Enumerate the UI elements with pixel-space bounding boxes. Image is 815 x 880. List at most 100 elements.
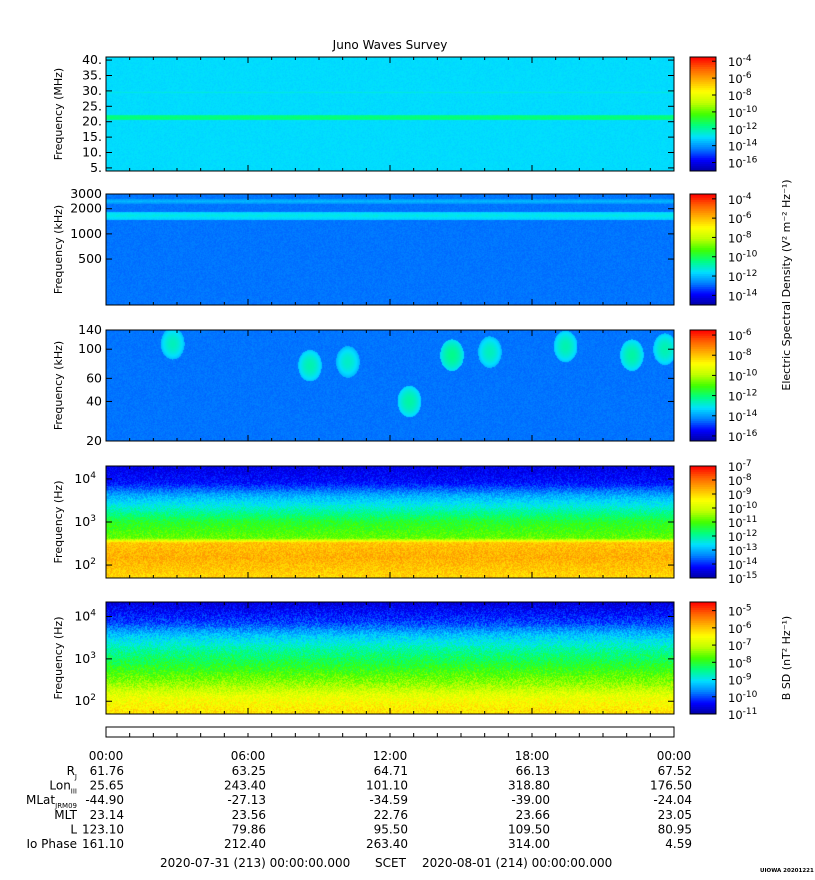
colorbar-cell <box>690 407 716 411</box>
colorbar-cell <box>690 91 716 94</box>
colorbar-cell <box>690 676 716 680</box>
y-tick-label: 103 <box>74 651 96 666</box>
colorbar-cell <box>690 229 716 232</box>
colorbar-cell <box>690 199 716 202</box>
ephemeris-value: 23.14 <box>90 808 124 822</box>
colorbar-cell <box>690 484 716 488</box>
colorbar-cell <box>690 242 716 245</box>
colorbar-cell <box>690 626 716 629</box>
colorbar-cell <box>690 633 716 637</box>
colorbar-cell <box>690 486 716 489</box>
spectrogram-image <box>106 194 674 305</box>
colorbar-cell <box>690 641 716 644</box>
colorbar-cell <box>690 682 716 685</box>
colorbar-cell <box>690 574 716 577</box>
colorbar-cell <box>690 644 716 648</box>
colorbar-cell <box>690 514 716 517</box>
colorbar-tick-label: 10-6 <box>728 621 752 636</box>
colorbar-cell <box>690 161 716 164</box>
colorbar-cell <box>690 271 716 275</box>
spectrogram-image <box>106 330 674 441</box>
colorbar-cell <box>690 538 716 542</box>
colorbar-cell <box>690 339 716 342</box>
colorbar-cell <box>690 431 716 435</box>
colorbar-cell <box>690 223 716 226</box>
colorbar-cell <box>690 497 716 501</box>
colorbar-tick-label: 10-10 <box>728 250 758 265</box>
colorbar-cell <box>690 561 716 564</box>
colorbar-cell <box>690 214 716 217</box>
colorbar-cell <box>690 155 716 159</box>
colorbar-cell <box>690 165 716 168</box>
y-tick-label: 35. <box>82 67 102 82</box>
colorbar-cell <box>690 293 716 297</box>
colorbar-cell <box>690 495 716 499</box>
colorbar-cell <box>690 409 716 412</box>
colorbar-tick-label: 10-10 <box>728 690 758 705</box>
colorbar-cell <box>690 218 716 221</box>
colorbar-cell <box>690 674 716 678</box>
ephemeris-value: -27.13 <box>227 793 266 807</box>
ephemeris-value: 101.10 <box>366 779 408 793</box>
colorbar-cell <box>690 210 716 213</box>
colorbar-cell <box>690 264 716 267</box>
colorbar-cell <box>690 295 716 299</box>
colorbar-cell <box>690 96 716 100</box>
y-tick-label: 60 <box>86 370 102 385</box>
colorbar-cell <box>690 540 716 544</box>
colorbar-cell <box>690 357 716 361</box>
time-label: 18:00 <box>515 749 550 763</box>
colorbar-cell <box>690 208 716 212</box>
footer-start-time: 2020-07-31 (213) 00:00:00.000 <box>160 856 350 870</box>
footer-scet-label: SCET <box>375 856 407 870</box>
colorbar-tick-label: 10-10 <box>728 105 758 120</box>
colorbar-cell <box>690 216 716 219</box>
colorbar-cell <box>690 607 716 610</box>
colorbar-cell <box>690 512 716 516</box>
colorbar-cell <box>690 568 716 572</box>
colorbar-cell <box>690 83 716 86</box>
colorbar-cell <box>690 435 716 438</box>
colorbar-cell <box>690 74 716 77</box>
colorbar-cell <box>690 57 716 60</box>
ephemeris-row-label: MLatJRM09 <box>26 793 77 810</box>
colorbar-cell <box>690 687 716 691</box>
colorbar-cell <box>690 301 716 304</box>
ephemeris-value: 243.40 <box>224 779 266 793</box>
colorbar-cell <box>690 402 716 405</box>
colorbar-cell <box>690 706 716 709</box>
colorbar-cell <box>690 72 716 75</box>
colorbar-cell <box>690 266 716 269</box>
colorbar-cell <box>690 605 716 609</box>
colorbar-cell <box>690 140 716 143</box>
colorbar-cell <box>690 505 716 508</box>
y-tick-label: 102 <box>74 557 96 572</box>
colorbar-cell <box>690 110 716 113</box>
colorbar-tick-label: 10-12 <box>728 529 757 544</box>
ephemeris-row-label: RJ <box>67 764 77 781</box>
colorbar-cell <box>690 234 716 238</box>
colorbar-cell <box>690 367 716 370</box>
colorbar-cell <box>690 646 716 650</box>
y-tick-label: 15. <box>82 129 102 144</box>
colorbar-label: Electric Spectral Density (V² m⁻² Hz⁻¹) <box>780 179 793 390</box>
colorbar-cell <box>690 631 716 635</box>
y-tick-label: 104 <box>74 471 96 486</box>
colorbar-tick-label: 10-9 <box>728 487 752 502</box>
spectrogram-image <box>106 602 674 714</box>
colorbar-cell <box>690 518 716 521</box>
colorbar-tick-label: 10-8 <box>728 348 752 363</box>
colorbar-cell <box>690 439 716 442</box>
colorbar-cell <box>690 123 716 126</box>
colorbar-cell <box>690 131 716 134</box>
colorbar-cell <box>690 134 716 138</box>
colorbar-cell <box>690 231 716 234</box>
colorbar-cell <box>690 195 716 199</box>
colorbar-cell <box>690 148 716 151</box>
colorbar-cell <box>690 426 716 429</box>
colorbar-cell <box>690 354 716 357</box>
spectrogram-panels: 5.10.15.20.25.30.35.40. Frequency (MHz) 10… <box>52 52 793 722</box>
colorbar-cell <box>690 341 716 344</box>
colorbar-tick-label: 10-15 <box>728 571 757 586</box>
